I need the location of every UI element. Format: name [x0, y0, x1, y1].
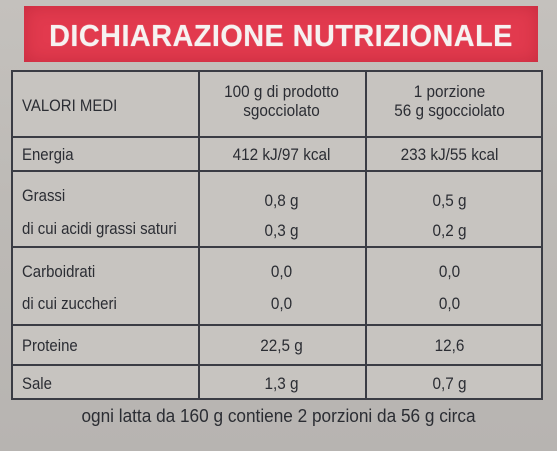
table-row: Sale 1,3 g 0,7 g	[13, 366, 541, 400]
row-value-per-portion: 233 kJ/55 kcal	[400, 145, 499, 164]
table-row: Energia 412 kJ/97 kcal 233 kJ/55 kcal	[13, 138, 541, 172]
header-per-portion-line1: 1 porzione	[413, 82, 486, 101]
serving-note: ogni latta da 160 g contiene 2 porzioni …	[81, 405, 476, 426]
row-label: di cui acidi grassi saturi	[22, 219, 177, 238]
table-header-row: VALORI MEDI 100 g di prodotto sgocciolat…	[13, 72, 541, 138]
header-valori-medi: VALORI MEDI	[22, 96, 118, 115]
table-row: Carboidrati 0,0 0,0 di cui zuccheri 0,0 …	[13, 248, 541, 326]
row-value-per-100g: 0,3 g	[264, 221, 299, 240]
row-value-per-100g: 412 kJ/97 kcal	[232, 145, 331, 164]
row-value-per-portion: 0,0	[438, 294, 461, 313]
row-value-per-100g: 22,5 g	[260, 336, 303, 355]
row-value-per-portion: 0,0	[438, 262, 461, 281]
nutrition-table: VALORI MEDI 100 g di prodotto sgocciolat…	[11, 70, 543, 400]
row-label: Energia	[22, 145, 74, 164]
row-value-per-portion: 0,7 g	[432, 374, 467, 393]
banner-title: DICHIARAZIONE NUTRIZIONALE	[49, 18, 513, 53]
header-per-portion-line2: 56 g sgocciolato	[394, 101, 505, 120]
row-label: di cui zuccheri	[22, 294, 117, 313]
row-value-per-100g: 0,0	[270, 294, 293, 313]
row-value-per-100g: 0,0	[270, 262, 293, 281]
row-label: Proteine	[22, 336, 78, 355]
column-divider	[198, 72, 200, 398]
row-value-per-portion: 12,6	[434, 336, 465, 355]
header-per-100g-line1: 100 g di prodotto	[224, 82, 339, 101]
row-label: Carboidrati	[22, 262, 96, 281]
header-per-100g-line2: sgocciolato	[243, 101, 320, 120]
row-value-per-100g: 1,3 g	[264, 374, 299, 393]
column-divider	[365, 72, 367, 398]
row-label: Sale	[22, 374, 52, 393]
title-banner: DICHIARAZIONE NUTRIZIONALE	[24, 6, 538, 62]
row-label: Grassi	[22, 186, 66, 205]
table-row: Proteine 22,5 g 12,6	[13, 326, 541, 366]
row-value-per-portion: 0,5 g	[432, 191, 467, 210]
table-row: Grassi 0,8 g 0,5 g di cui acidi grassi s…	[13, 172, 541, 248]
row-value-per-100g: 0,8 g	[264, 191, 299, 210]
row-value-per-portion: 0,2 g	[432, 221, 467, 240]
